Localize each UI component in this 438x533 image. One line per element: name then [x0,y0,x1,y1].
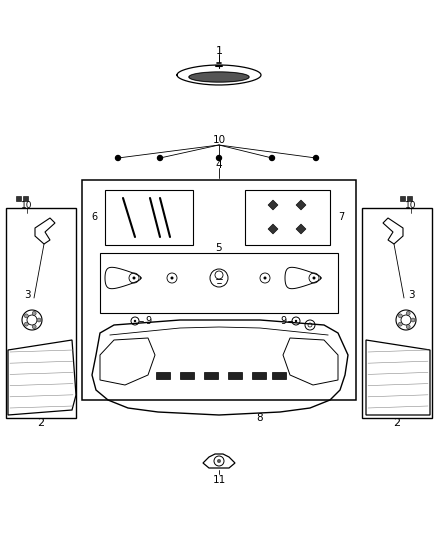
Circle shape [411,318,415,322]
Bar [245,190,330,245]
Circle shape [134,320,136,322]
Circle shape [32,325,36,329]
Polygon shape [189,72,249,82]
Text: 4: 4 [215,160,223,170]
Bar [180,372,194,379]
Circle shape [25,314,28,318]
Circle shape [398,322,403,326]
Text: 2: 2 [37,418,45,428]
Bar [156,372,170,379]
Text: 10: 10 [21,200,33,209]
Polygon shape [268,224,278,234]
Circle shape [116,156,120,160]
Circle shape [406,325,410,329]
Bar [252,372,266,379]
Text: 9: 9 [280,316,286,326]
Polygon shape [268,200,278,210]
Text: 7: 7 [338,213,344,222]
Circle shape [314,156,318,160]
Bar [272,372,286,379]
Bar [400,196,405,201]
Circle shape [264,277,266,279]
Polygon shape [296,224,306,234]
Circle shape [398,314,403,318]
Text: 6: 6 [91,213,97,222]
Text: 9: 9 [145,316,151,326]
Bar [100,253,338,313]
Circle shape [217,459,221,463]
Bar [105,190,193,245]
Text: 10: 10 [405,200,417,209]
Text: 3: 3 [408,290,414,300]
Circle shape [295,320,297,322]
Circle shape [312,277,315,279]
Bar [204,372,218,379]
Text: 8: 8 [257,413,263,423]
Bar [6,208,76,418]
Circle shape [32,311,36,316]
Bar [82,180,356,400]
Circle shape [170,277,173,279]
Circle shape [158,156,162,160]
Bar [362,208,432,418]
Circle shape [25,322,28,326]
Text: 11: 11 [212,475,226,485]
Polygon shape [296,200,306,210]
Text: 2: 2 [393,418,401,428]
Bar [228,372,242,379]
Circle shape [133,277,135,279]
Text: 5: 5 [215,243,223,253]
Bar [407,196,412,201]
Text: 10: 10 [212,135,226,145]
Circle shape [406,311,410,316]
Bar [23,196,28,201]
Text: 1: 1 [215,46,223,56]
Bar [16,196,21,201]
Circle shape [269,156,275,160]
Circle shape [37,318,41,322]
Text: 3: 3 [24,290,30,300]
Circle shape [216,156,222,160]
